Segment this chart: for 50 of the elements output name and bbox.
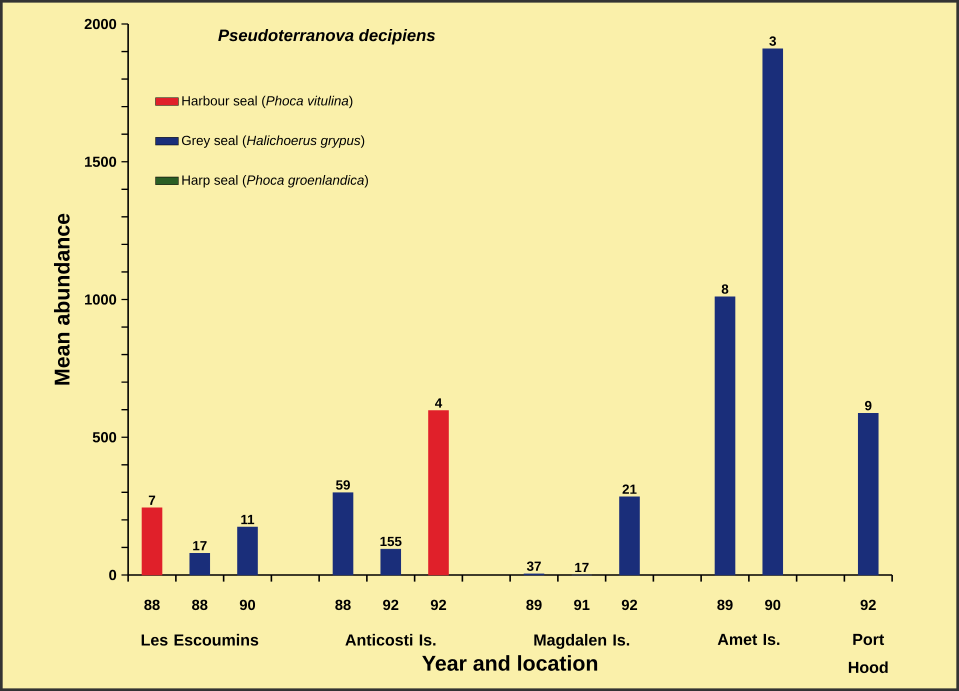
- annotation: 8: [722, 284, 728, 294]
- bar: [619, 496, 640, 576]
- bar: [332, 492, 354, 576]
- bar: [142, 507, 162, 576]
- annotation: 3: [769, 36, 776, 46]
- annotation: 155: [380, 536, 402, 546]
- bar: [762, 48, 784, 576]
- annotation: 37: [526, 561, 541, 571]
- y-tick-label: 0: [109, 570, 116, 580]
- chart-title: Pseudoterranova decipiens: [218, 28, 436, 44]
- annotation: 59: [336, 480, 350, 490]
- x-tick-label: 90: [765, 600, 780, 610]
- bar: [237, 526, 258, 576]
- x-tick-label: 88: [335, 600, 351, 610]
- y-tick-label: 2000: [84, 18, 116, 30]
- annotation: 11: [241, 514, 254, 524]
- text: Anticosti Is.: [345, 634, 436, 646]
- y-tick-label: 500: [92, 432, 116, 442]
- annotation: 17: [575, 562, 589, 572]
- text: Les Escoumins: [142, 634, 258, 646]
- text: Magdalen Is.: [534, 634, 630, 649]
- y-tick-label: 1500: [85, 156, 116, 167]
- y-axis-title: Mean abundance: [54, 214, 70, 385]
- x-tick-label: 92: [622, 600, 638, 610]
- bar: [428, 410, 449, 576]
- x-tick-label: 89: [717, 600, 733, 610]
- bar: [858, 412, 879, 576]
- annotation: 7: [148, 496, 156, 505]
- x-tick-label: 92: [430, 600, 446, 610]
- text: Amet Is.: [718, 634, 780, 646]
- x-tick-label: 88: [144, 600, 160, 610]
- legend-label: Harp seal (Phoca groenlandica): [182, 175, 368, 188]
- x-tick-label: 89: [526, 600, 542, 610]
- annotation: 9: [865, 400, 872, 410]
- x-tick-label: 90: [240, 600, 256, 610]
- annotation: 17: [193, 541, 207, 550]
- legend-label: Grey seal (Halichoerus grypus): [182, 135, 364, 148]
- annotation: 4: [435, 398, 442, 408]
- bar: [714, 296, 736, 576]
- text: Port Hood: [848, 634, 888, 674]
- legend-label: Harbour seal (Phoca vitulina): [182, 96, 352, 108]
- x-tick-label: 92: [383, 600, 398, 610]
- bar: [380, 548, 402, 576]
- x-tick-label: 92: [860, 600, 876, 610]
- x-tick-label: 91: [574, 600, 590, 610]
- x-tick-label: 88: [192, 600, 208, 610]
- bar: [189, 552, 210, 576]
- annotation: 21: [622, 484, 637, 494]
- x-axis-title: Year and location: [422, 655, 598, 671]
- y-tick-label: 1000: [85, 294, 116, 305]
